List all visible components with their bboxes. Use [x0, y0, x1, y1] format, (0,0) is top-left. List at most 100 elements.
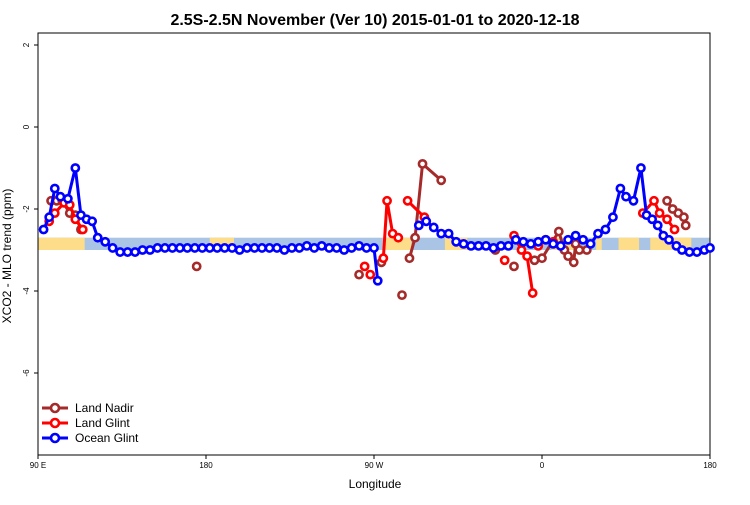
- ocean-glint-point-74: [608, 212, 618, 223]
- land-nadir-point-18: [553, 226, 564, 237]
- ocean-glint-point-28: [234, 245, 245, 255]
- land-nadir-point-29: [680, 220, 691, 231]
- land-band-0: [38, 237, 85, 250]
- ocean-glint-point-77: [628, 195, 639, 206]
- ocean-glint-point-37: [301, 240, 312, 251]
- ocean-glint-point-61: [510, 234, 521, 245]
- ocean-glint-point-52: [443, 228, 454, 239]
- land-nadir-point-28: [678, 212, 689, 223]
- ocean-glint-point-33: [272, 243, 282, 253]
- land-glint-point-23: [649, 195, 659, 206]
- ocean-glint-point-15: [137, 245, 148, 255]
- ocean-glint-point-55: [466, 240, 476, 251]
- ocean-glint-point-19: [167, 243, 178, 253]
- y-tick-label-3: 0: [22, 124, 31, 129]
- land-band-6: [618, 237, 640, 250]
- ocean-glint-point-30: [249, 243, 260, 253]
- ocean-glint-point-26: [219, 243, 230, 253]
- y-axis-title: XCO2 - MLO trend (ppm): [0, 189, 14, 324]
- ocean-glint-point-48: [413, 220, 424, 231]
- land-nadir-point-15: [509, 261, 519, 272]
- legend-marker-land-glint: [49, 417, 61, 429]
- ocean-glint-point-86: [684, 247, 695, 257]
- ocean-glint-point-60: [503, 240, 514, 251]
- ocean-glint-point-66: [548, 238, 559, 249]
- land-nadir-line-1: [408, 160, 443, 259]
- ocean-glint-point-49: [421, 216, 432, 227]
- ocean-glint-point-75: [615, 183, 626, 194]
- ocean-glint-point-1: [44, 212, 55, 223]
- data-series: [38, 158, 715, 300]
- ocean-glint-point-44: [354, 240, 364, 251]
- land-nadir-point-20: [563, 251, 574, 262]
- land-glint-point-12: [402, 195, 413, 206]
- ocean-glint-point-10: [100, 236, 111, 247]
- ocean-glint-point-45: [361, 243, 372, 253]
- land-nadir-point-25: [662, 195, 672, 206]
- ocean-glint-point-62: [518, 236, 529, 247]
- land-glint-point-5: [77, 224, 88, 235]
- ocean-glint-point-51: [436, 228, 447, 239]
- ocean-glint-point-70: [578, 234, 588, 245]
- land-glint-point-8: [378, 253, 389, 264]
- ocean-glint-point-63: [525, 238, 536, 249]
- ocean-glint-point-53: [451, 236, 462, 247]
- x-axis-title: Longitude: [349, 477, 402, 491]
- y-tick-label-4: 2: [22, 42, 31, 47]
- land-glint-point-18: [527, 288, 538, 298]
- x-tick-label-2: 90 W: [365, 461, 384, 470]
- ocean-glint-point-38: [309, 243, 320, 253]
- land-glint-point-6: [359, 261, 370, 272]
- ocean-glint-point-34: [279, 245, 290, 255]
- ocean-glint-point-5: [70, 163, 81, 173]
- land-nadir-point-10: [404, 253, 415, 264]
- ocean-glint-point-81: [652, 220, 663, 231]
- ocean-glint-point-29: [242, 243, 252, 253]
- ocean-glint-point-16: [145, 245, 155, 255]
- ocean-glint-point-24: [204, 243, 215, 253]
- ocean-glint-point-9: [92, 232, 103, 243]
- legend-label-land-glint: Land Glint: [75, 416, 130, 430]
- land-band-5: [596, 237, 602, 250]
- ocean-glint-point-87: [692, 247, 702, 257]
- land-nadir-point-11: [410, 232, 420, 243]
- land-nadir-point-9: [397, 290, 407, 300]
- ocean-glint-point-22: [189, 243, 200, 253]
- chart-title: 2.5S-2.5N November (Ver 10) 2015-01-01 t…: [170, 12, 579, 29]
- ocean-glint-point-41: [331, 243, 342, 253]
- ocean-glint-point-8: [87, 216, 98, 227]
- y-tick-label-0: -6: [22, 369, 31, 377]
- ocean-glint-point-68: [563, 234, 574, 245]
- ocean-glint-point-20: [174, 243, 185, 253]
- ocean-glint-point-89: [705, 243, 715, 253]
- x-tick-label-1: 180: [199, 461, 213, 470]
- ocean-glint-point-64: [533, 236, 544, 247]
- legend-marker-ocean-glint: [49, 432, 61, 444]
- ocean-glint-point-27: [227, 243, 238, 253]
- legend-label-land-nadir: Land Nadir: [75, 401, 134, 415]
- ocean-glint-point-65: [540, 234, 551, 245]
- ocean-glint-point-80: [647, 214, 658, 225]
- land-glint-point-11: [393, 232, 404, 243]
- ocean-glint-point-14: [130, 247, 140, 257]
- legend-label-ocean-glint: Ocean Glint: [75, 431, 139, 445]
- x-tick-label-3: 0: [540, 461, 545, 470]
- ocean-glint-point-23: [197, 243, 208, 253]
- land-glint-point-24: [654, 208, 665, 218]
- ocean-glint-point-0: [38, 224, 49, 235]
- ocean-glint-point-2: [49, 183, 60, 194]
- land-nadir-point-7: [354, 269, 364, 280]
- ocean-glint-point-54: [458, 238, 469, 249]
- ocean-glint-point-67: [555, 240, 566, 251]
- ocean-glint-point-39: [316, 240, 327, 251]
- ocean-glint-point-58: [488, 243, 499, 253]
- land-glint-point-26: [669, 224, 680, 235]
- ocean-glint-point-59: [496, 240, 506, 251]
- legend-marker-land-nadir: [49, 402, 61, 414]
- ocean-glint-point-69: [570, 230, 581, 241]
- ocean-glint-point-11: [107, 243, 118, 253]
- land-glint-point-14: [499, 255, 510, 266]
- ocean-glint-point-40: [324, 243, 335, 253]
